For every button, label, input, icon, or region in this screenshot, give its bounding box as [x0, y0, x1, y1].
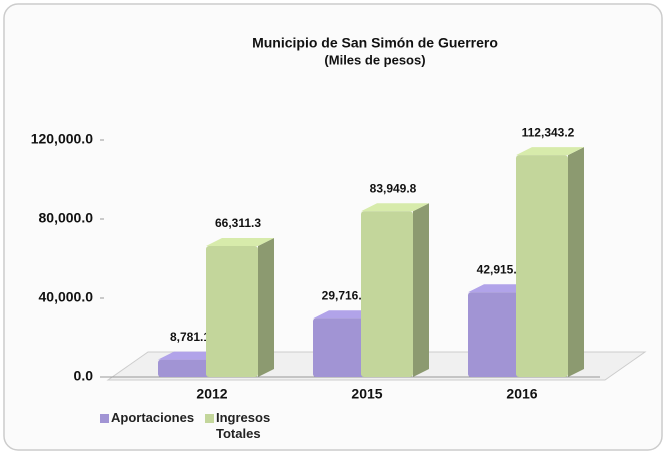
data-label: 112,343.2: [522, 125, 575, 139]
legend-label: Aportaciones: [111, 410, 195, 425]
data-label: 29,716.6: [322, 288, 369, 302]
y-tick-label: 0.0: [74, 368, 94, 384]
bar: [468, 292, 520, 377]
y-tick-label: 40,000.0: [39, 289, 94, 305]
bar-side: [258, 238, 274, 377]
legend-item: Aportaciones: [100, 410, 195, 442]
bar-top: [361, 203, 429, 212]
data-label: 66,311.3: [215, 216, 261, 230]
bar: [206, 246, 258, 377]
legend-label: Ingresos Totales: [216, 410, 271, 441]
data-label: 42,915.0: [477, 262, 524, 276]
y-tick-label: 120,000.0: [31, 131, 93, 147]
bar: [313, 318, 365, 377]
bar-top: [516, 147, 584, 156]
data-label: 83,949.8: [370, 181, 417, 195]
chart-title: Municipio de San Simón de Guerrero: [252, 35, 498, 51]
legend-swatch: [205, 414, 214, 423]
bar: [158, 359, 210, 377]
x-tick-label: 2015: [351, 386, 382, 402]
bar: [361, 211, 413, 377]
legend-swatch: [100, 414, 109, 423]
x-tick-label: 2012: [196, 386, 227, 402]
legend: Aportaciones Ingresos Totales: [100, 410, 310, 442]
data-label: 8,781.1: [170, 330, 210, 344]
bar: [516, 155, 568, 377]
x-tick-label: 2016: [506, 386, 537, 402]
chart-subtitle: (Miles de pesos): [324, 52, 425, 67]
bar-top: [206, 238, 274, 247]
bar-side: [568, 147, 584, 377]
legend-item: Ingresos Totales: [205, 410, 296, 442]
bar-side: [413, 203, 429, 377]
y-tick-label: 80,000.0: [39, 210, 94, 226]
